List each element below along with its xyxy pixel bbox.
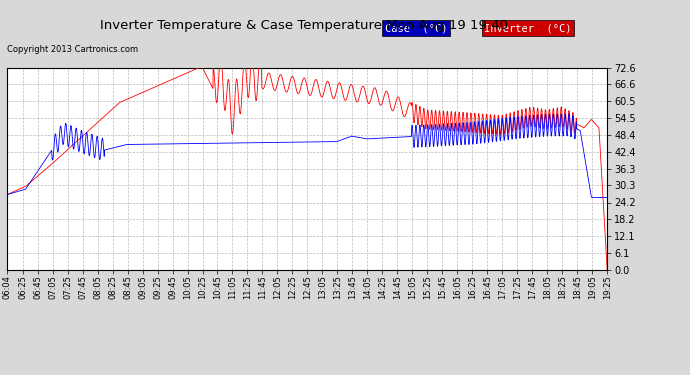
Text: Copyright 2013 Cartronics.com: Copyright 2013 Cartronics.com: [7, 45, 138, 54]
Text: Inverter  (°C): Inverter (°C): [484, 23, 571, 33]
Text: Case  (°C): Case (°C): [385, 23, 448, 33]
Text: Inverter Temperature & Case Temperature Mon Aug 19 19:40: Inverter Temperature & Case Temperature …: [99, 19, 508, 32]
